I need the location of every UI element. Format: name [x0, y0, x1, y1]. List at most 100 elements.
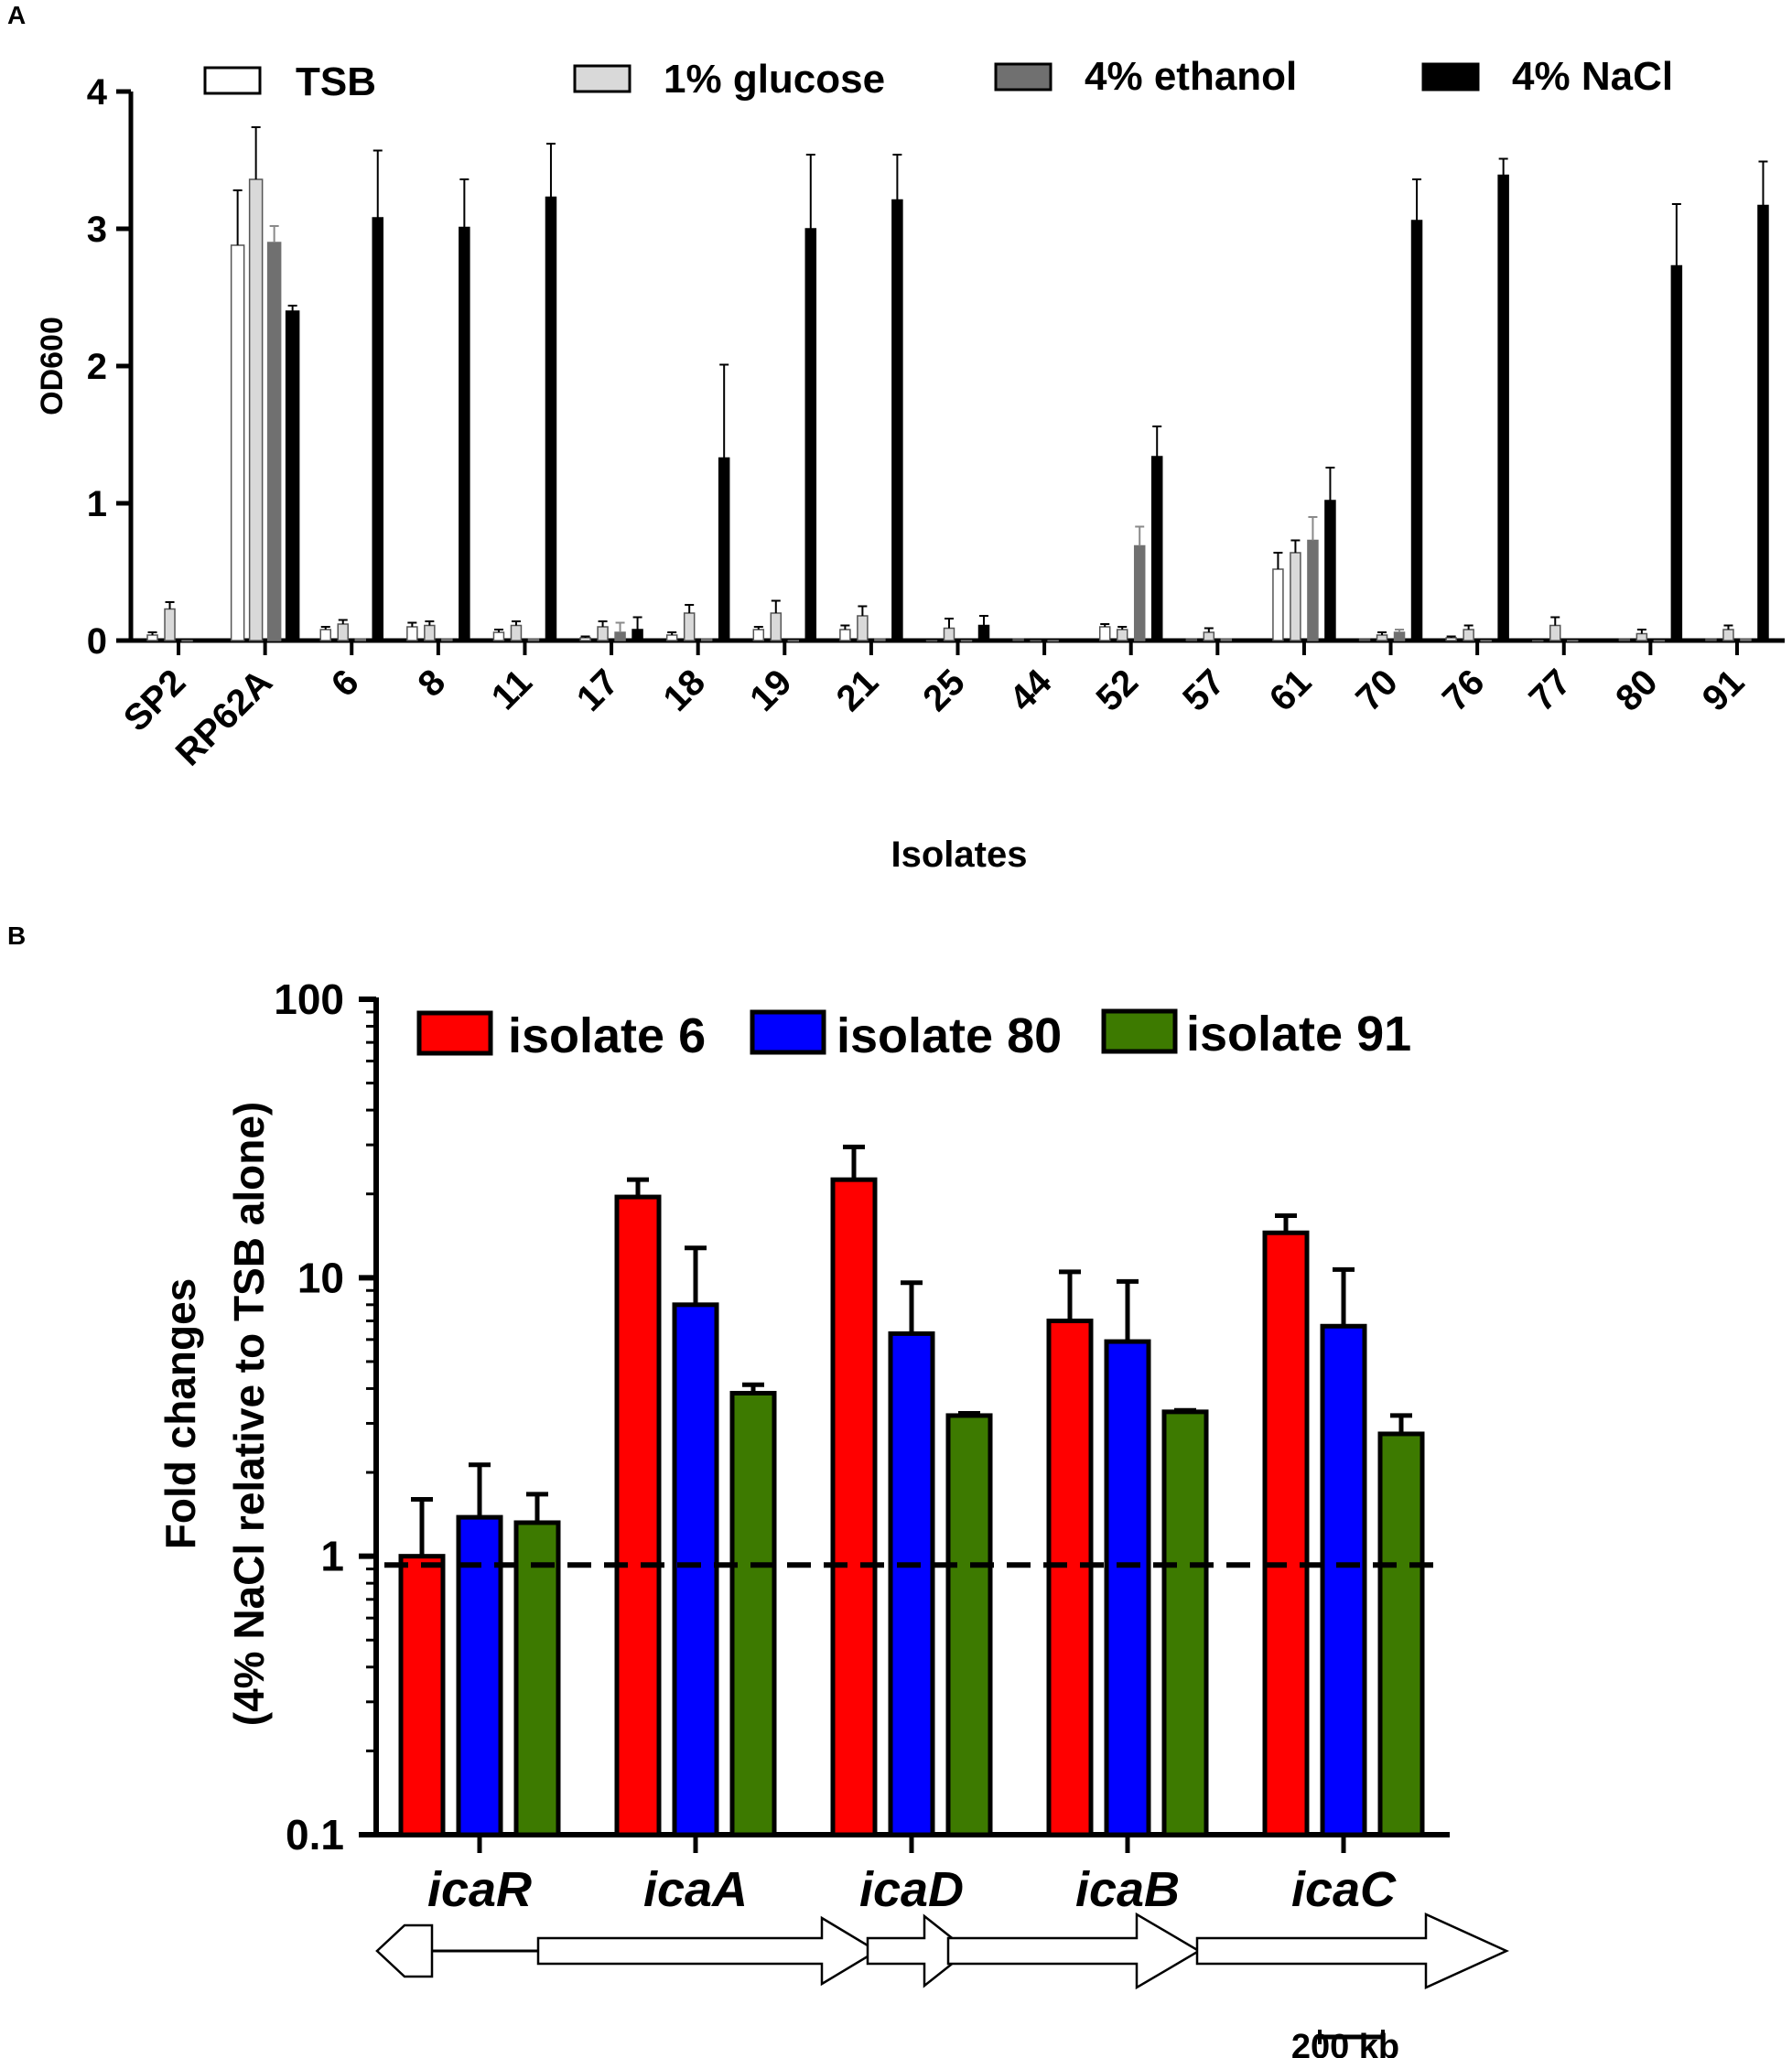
panel-b-y-tick-label: 10 [297, 1254, 344, 1301]
bar-tsb-rp62a [230, 244, 245, 641]
panel-a-x-tick-label: 80 [1608, 662, 1666, 719]
bar-4-nacl-11 [545, 196, 557, 641]
legend-label-nacl: 4% NaCl [1512, 54, 1673, 99]
bar-isolate-80-icab [1104, 1339, 1151, 1837]
bar-isolate-91-icab [1161, 1409, 1209, 1837]
bar-1-glucose-57 [1203, 631, 1215, 641]
bar-1-glucose-6 [337, 623, 349, 641]
panel-b-x-tick-label: icaC [1291, 1862, 1397, 1917]
bar-4-ethanol-57 [1220, 638, 1233, 641]
panel-b-y-tick-label: 100 [274, 975, 344, 1023]
panel-b-label: B [7, 921, 26, 950]
bar-1-glucose-52 [1116, 629, 1128, 641]
bar-isolate-6-icaa [614, 1194, 662, 1837]
bar-1-glucose-19 [770, 612, 783, 641]
panel-a-y-tick-label: 4 [87, 72, 108, 113]
bar-1-glucose-77 [1549, 624, 1561, 641]
bar-4-ethanol-8 [441, 638, 453, 641]
panel-a-x-tick-label: 21 [829, 662, 887, 719]
bar-tsb-8 [406, 626, 418, 641]
gene-map [375, 1912, 1510, 1990]
panel-a-x-tick-label: 25 [915, 662, 973, 719]
bar-isolate-6-icab [1046, 1318, 1094, 1837]
bar-4-ethanol-70 [1393, 631, 1406, 641]
bar-4-nacl-80 [1670, 264, 1683, 641]
bar-isolate-91-icaa [729, 1390, 777, 1837]
bar-isolate-6-icar [398, 1554, 446, 1837]
bar-4-nacl-8 [459, 226, 470, 641]
panel-a-x-tick-label: 44 [1002, 662, 1060, 719]
bar-1-glucose-70 [1376, 634, 1388, 641]
panel-a-x-axis-label: Isolates [891, 835, 1028, 875]
bar-1-glucose-80 [1635, 632, 1648, 641]
bar-4-nacl-76 [1497, 174, 1509, 641]
legend-swatch-nacl [1421, 62, 1480, 92]
bar-4-nacl-sp2 [199, 638, 211, 641]
bar-1-glucose-18 [683, 612, 696, 641]
bar-4-nacl-21 [891, 199, 903, 641]
panel-a-y-tick-label: 3 [87, 210, 107, 250]
panel-b-y-axis-label-line2: (4% NaCl relative to TSB alone) [225, 1102, 273, 1727]
bar-4-nacl-17 [632, 629, 643, 641]
bar-4-nacl-61 [1324, 500, 1336, 641]
bar-tsb-70 [1358, 638, 1371, 641]
bar-4-nacl-6 [372, 217, 383, 641]
panel-a-y-tick-label: 2 [87, 347, 107, 387]
legend-swatch-ethanol [994, 62, 1053, 92]
bar-1-glucose-91 [1722, 629, 1734, 641]
bar-4-nacl-18 [718, 457, 730, 641]
bar-isolate-91-icad [945, 1413, 993, 1837]
bar-1-glucose-61 [1290, 552, 1301, 641]
legend-label-glucose: 1% glucose [664, 57, 885, 102]
panel-b-y-tick-label: 1 [320, 1533, 344, 1580]
panel-a-y-tick-label: 0 [87, 621, 107, 662]
legend-label-isolate-6: isolate 6 [508, 1008, 706, 1063]
bar-1-glucose-21 [857, 615, 869, 641]
bar-tsb-18 [665, 634, 678, 641]
legend-swatch-isolate-6 [416, 1010, 493, 1056]
panel-a-x-tick-label: 70 [1348, 662, 1406, 719]
panel-a-x-tick-label: 19 [742, 662, 800, 719]
bar-4-ethanol-17 [614, 631, 626, 641]
legend-label-tsb: TSB [296, 59, 376, 104]
bar-4-ethanol-61 [1307, 539, 1319, 641]
panel-b-x-tick-label: icaB [1075, 1862, 1180, 1917]
bar-1-glucose-76 [1463, 629, 1474, 641]
legend-label-isolate-80: isolate 80 [837, 1008, 1062, 1063]
bar-4-ethanol-52 [1133, 544, 1146, 641]
scale-bar-label: 200 kb [1291, 2028, 1399, 2058]
panel-a-label: A [7, 1, 26, 29]
panel-b-x-tick-label: icaR [427, 1862, 532, 1917]
bar-4-ethanol-18 [700, 638, 713, 641]
bar-4-nacl-19 [804, 228, 817, 641]
bar-4-ethanol-21 [874, 638, 886, 641]
panel-b-legend: isolate 6 isolate 80 isolate 91 [416, 1007, 1411, 1063]
bar-1-glucose-17 [597, 626, 609, 641]
panel-b-x-tick-label: icaA [643, 1862, 748, 1917]
panel-a-x-tick-label: 91 [1695, 662, 1753, 719]
bar-isolate-6-icac [1262, 1230, 1310, 1837]
gene-arrow-icab [946, 1912, 1202, 1990]
bar-1-glucose-rp62a [248, 178, 264, 641]
panel-a-x-tick-label: 57 [1175, 662, 1233, 719]
panel-a-x-tick-label: 77 [1522, 662, 1580, 719]
bar-tsb-91 [1705, 638, 1717, 641]
bar-4-ethanol-6 [354, 638, 366, 641]
bar-tsb-76 [1445, 637, 1457, 641]
gene-arrow-icad [866, 1913, 971, 1988]
panel-a-x-tick-label: RP62A [168, 662, 280, 773]
bar-1-glucose-8 [424, 624, 436, 641]
panel-a-x-tick-label: 18 [655, 662, 713, 719]
bar-tsb-11 [492, 631, 505, 641]
legend-label-ethanol: 4% ethanol [1085, 54, 1297, 99]
legend-swatch-glucose [573, 64, 632, 93]
bar-isolate-6-icad [830, 1177, 878, 1837]
legend-swatch-isolate-80 [750, 1009, 826, 1055]
bar-4-nacl-91 [1757, 204, 1769, 641]
bar-tsb-52 [1098, 626, 1111, 641]
bar-4-nacl-70 [1410, 220, 1423, 641]
gene-arrow-icar [375, 1923, 434, 1978]
panel-a-legend: TSB 1% glucose 4% ethanol 4% NaCl [203, 54, 1673, 104]
bar-isolate-91-icac [1377, 1431, 1425, 1837]
bar-isolate-91-icar [513, 1520, 561, 1837]
